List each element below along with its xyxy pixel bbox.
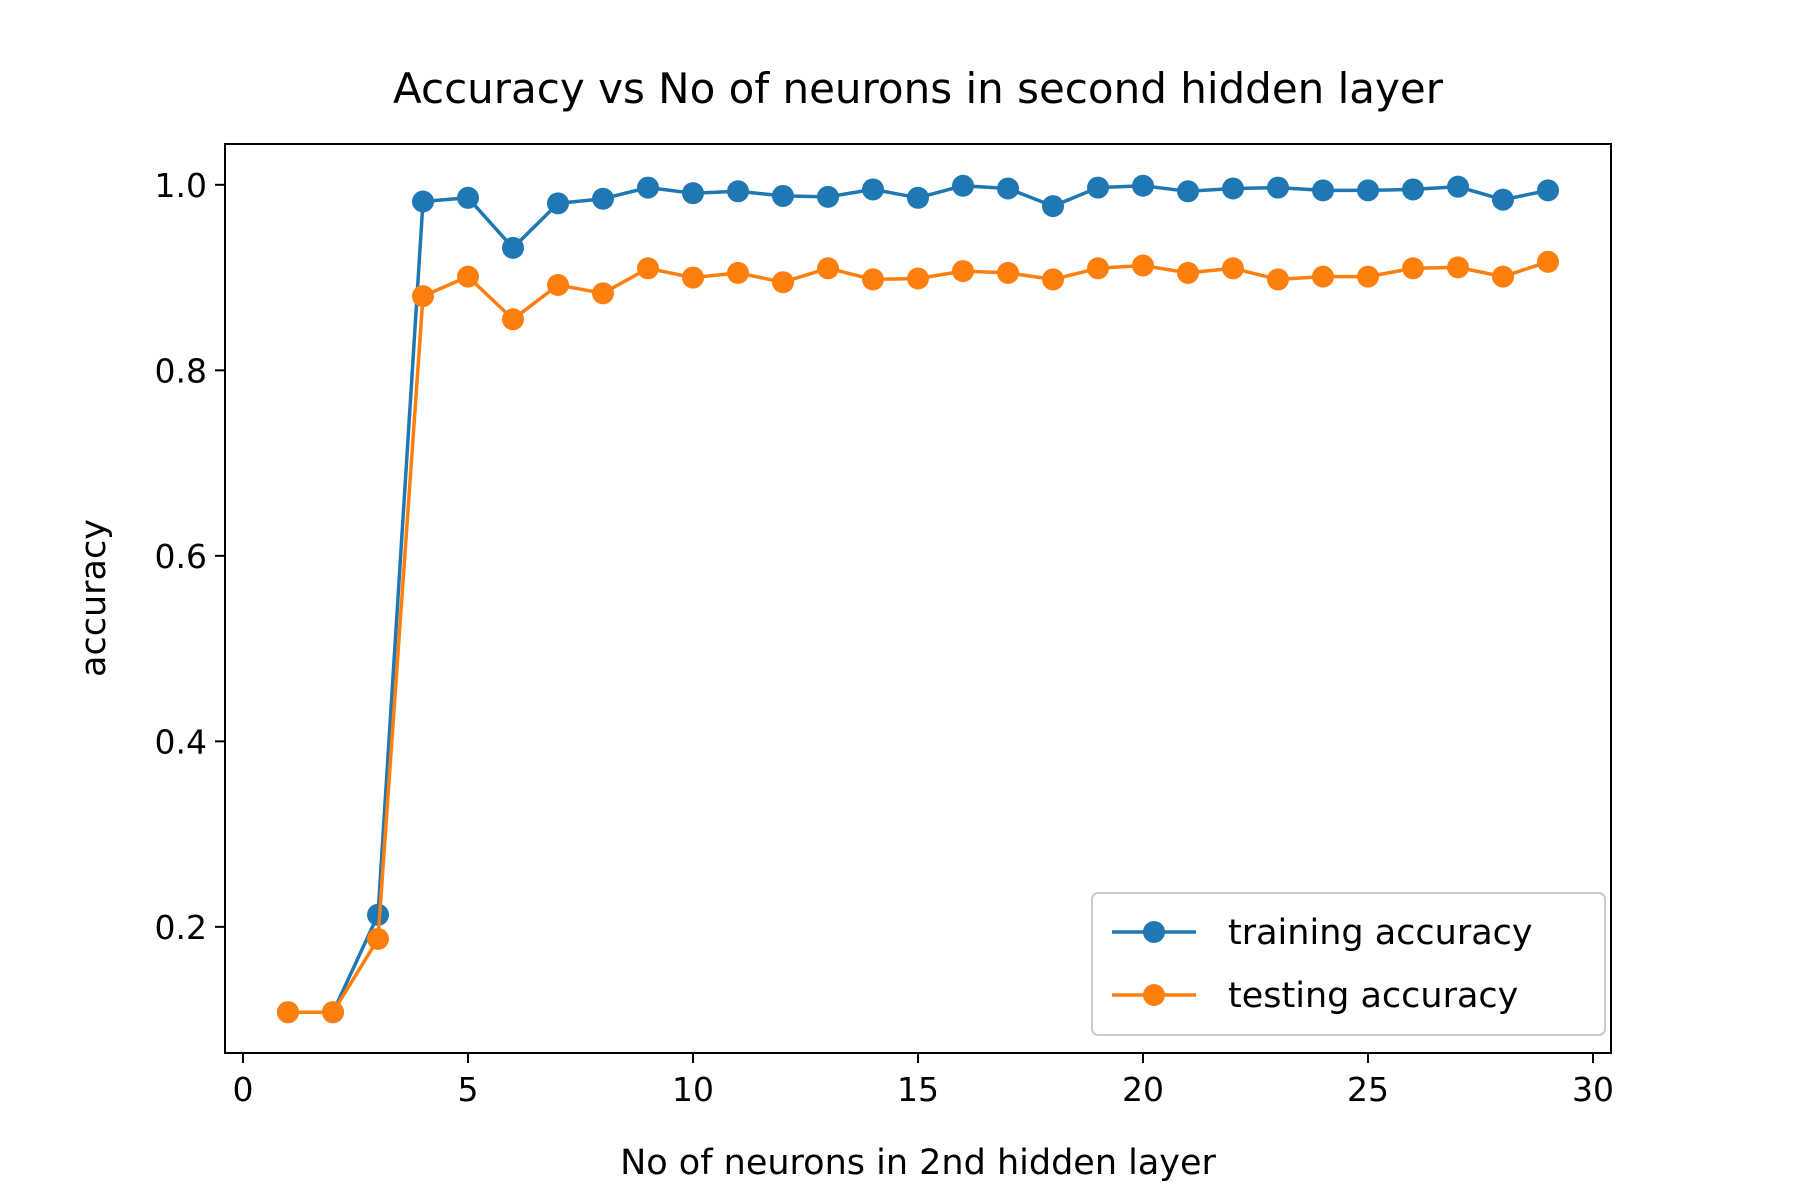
y-tick-label: 0.6 bbox=[155, 537, 207, 576]
series-1-point bbox=[727, 180, 749, 203]
series-1-point bbox=[637, 176, 659, 199]
y-tick-label: 0.8 bbox=[155, 351, 207, 390]
series-1-point bbox=[772, 184, 794, 207]
x-axis-title: No of neurons in 2nd hidden layer bbox=[620, 1143, 1216, 1183]
legend-label-2: testing accuracy bbox=[1228, 976, 1518, 1016]
y-tick-label: 0.4 bbox=[155, 722, 207, 761]
series-1-point bbox=[1042, 195, 1064, 218]
series-2-point bbox=[322, 1001, 344, 1024]
x-axis: 0 5 10 15 20 25 30 bbox=[233, 1053, 1614, 1109]
series-layer bbox=[277, 174, 1559, 1024]
series-2-point bbox=[772, 271, 794, 294]
series-1-point bbox=[1447, 175, 1469, 198]
legend: training accuracy testing accuracy bbox=[1091, 892, 1606, 1036]
series-2-point bbox=[682, 266, 704, 289]
series-2-point bbox=[457, 265, 479, 288]
x-tick-label: 30 bbox=[1572, 1070, 1614, 1109]
series-2-point bbox=[952, 260, 974, 283]
series-2-point bbox=[592, 282, 614, 305]
series-1-point bbox=[1357, 179, 1379, 202]
x-tick-label: 20 bbox=[1122, 1070, 1164, 1109]
axes-frame bbox=[224, 143, 1612, 1054]
x-tick-label: 15 bbox=[897, 1070, 939, 1109]
y-axis-title: accuracy bbox=[74, 519, 114, 677]
series-2-point bbox=[277, 1001, 299, 1024]
series-2-point bbox=[1222, 257, 1244, 280]
series-2-point bbox=[1537, 250, 1559, 273]
series-2-point bbox=[412, 285, 434, 308]
series-1-point bbox=[457, 186, 479, 209]
series-2-point bbox=[1447, 256, 1469, 279]
series-2-point bbox=[1267, 268, 1289, 291]
series-1-point bbox=[547, 192, 569, 215]
series-2-point bbox=[367, 927, 389, 950]
series-1-point bbox=[997, 177, 1019, 200]
series-2-point bbox=[1357, 265, 1379, 288]
series-2-point bbox=[637, 257, 659, 280]
series-2-point bbox=[547, 273, 569, 296]
series-1-point bbox=[1267, 176, 1289, 199]
series-1-point bbox=[1402, 178, 1424, 201]
series-2-point bbox=[1177, 261, 1199, 284]
series-1-point bbox=[862, 178, 884, 201]
legend-label-1: training accuracy bbox=[1228, 913, 1533, 953]
y-axis: 0.2 0.4 0.6 0.8 1.0 bbox=[155, 166, 225, 947]
series-2-point bbox=[907, 267, 929, 290]
series-1-point bbox=[817, 185, 839, 208]
series-1-point bbox=[1537, 179, 1559, 202]
legend-box bbox=[1091, 892, 1606, 1036]
series-1-point bbox=[592, 187, 614, 210]
series-1-point bbox=[952, 174, 974, 197]
series-2-point bbox=[1087, 257, 1109, 280]
series-1-point bbox=[502, 236, 524, 259]
series-2-point bbox=[1132, 254, 1154, 277]
series-2-point bbox=[1402, 257, 1424, 280]
series-2-point bbox=[1312, 265, 1334, 288]
series-1-point bbox=[907, 186, 929, 209]
series-2-point bbox=[1042, 268, 1064, 291]
series-1-point bbox=[1087, 176, 1109, 199]
series-1-point bbox=[1222, 177, 1244, 200]
x-tick-label: 5 bbox=[458, 1070, 479, 1109]
x-tick-label: 10 bbox=[672, 1070, 714, 1109]
series-1-point bbox=[1492, 188, 1514, 211]
y-tick-label: 1.0 bbox=[155, 166, 207, 205]
series-1-point bbox=[1312, 179, 1334, 202]
series-1-point bbox=[1132, 174, 1154, 197]
series-1-point bbox=[682, 182, 704, 205]
series-2-point bbox=[727, 261, 749, 284]
legend-marker-1 bbox=[1143, 921, 1165, 943]
x-tick-label: 0 bbox=[233, 1070, 254, 1109]
series-2-point bbox=[862, 268, 884, 291]
chart-title: Accuracy vs No of neurons in second hidd… bbox=[393, 64, 1444, 113]
legend-marker-2 bbox=[1143, 984, 1165, 1006]
series-1-point bbox=[412, 190, 434, 213]
series-2-point bbox=[817, 257, 839, 280]
y-tick-label: 0.2 bbox=[155, 908, 207, 947]
series-2-point bbox=[1492, 265, 1514, 288]
series-2-point bbox=[502, 308, 524, 331]
x-tick-label: 25 bbox=[1347, 1070, 1389, 1109]
series-1-point bbox=[1177, 180, 1199, 203]
series-2-point bbox=[997, 261, 1019, 284]
